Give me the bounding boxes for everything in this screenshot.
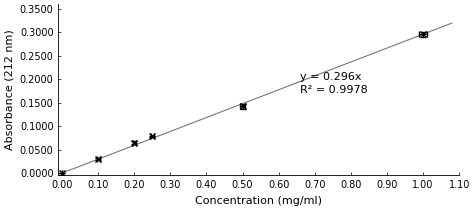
Text: R² = 0.9978: R² = 0.9978 <box>301 85 368 95</box>
Text: y = 0.296x: y = 0.296x <box>301 72 362 82</box>
Y-axis label: Absorbance (212 nm): Absorbance (212 nm) <box>4 29 14 150</box>
X-axis label: Concentration (mg/ml): Concentration (mg/ml) <box>195 196 322 206</box>
